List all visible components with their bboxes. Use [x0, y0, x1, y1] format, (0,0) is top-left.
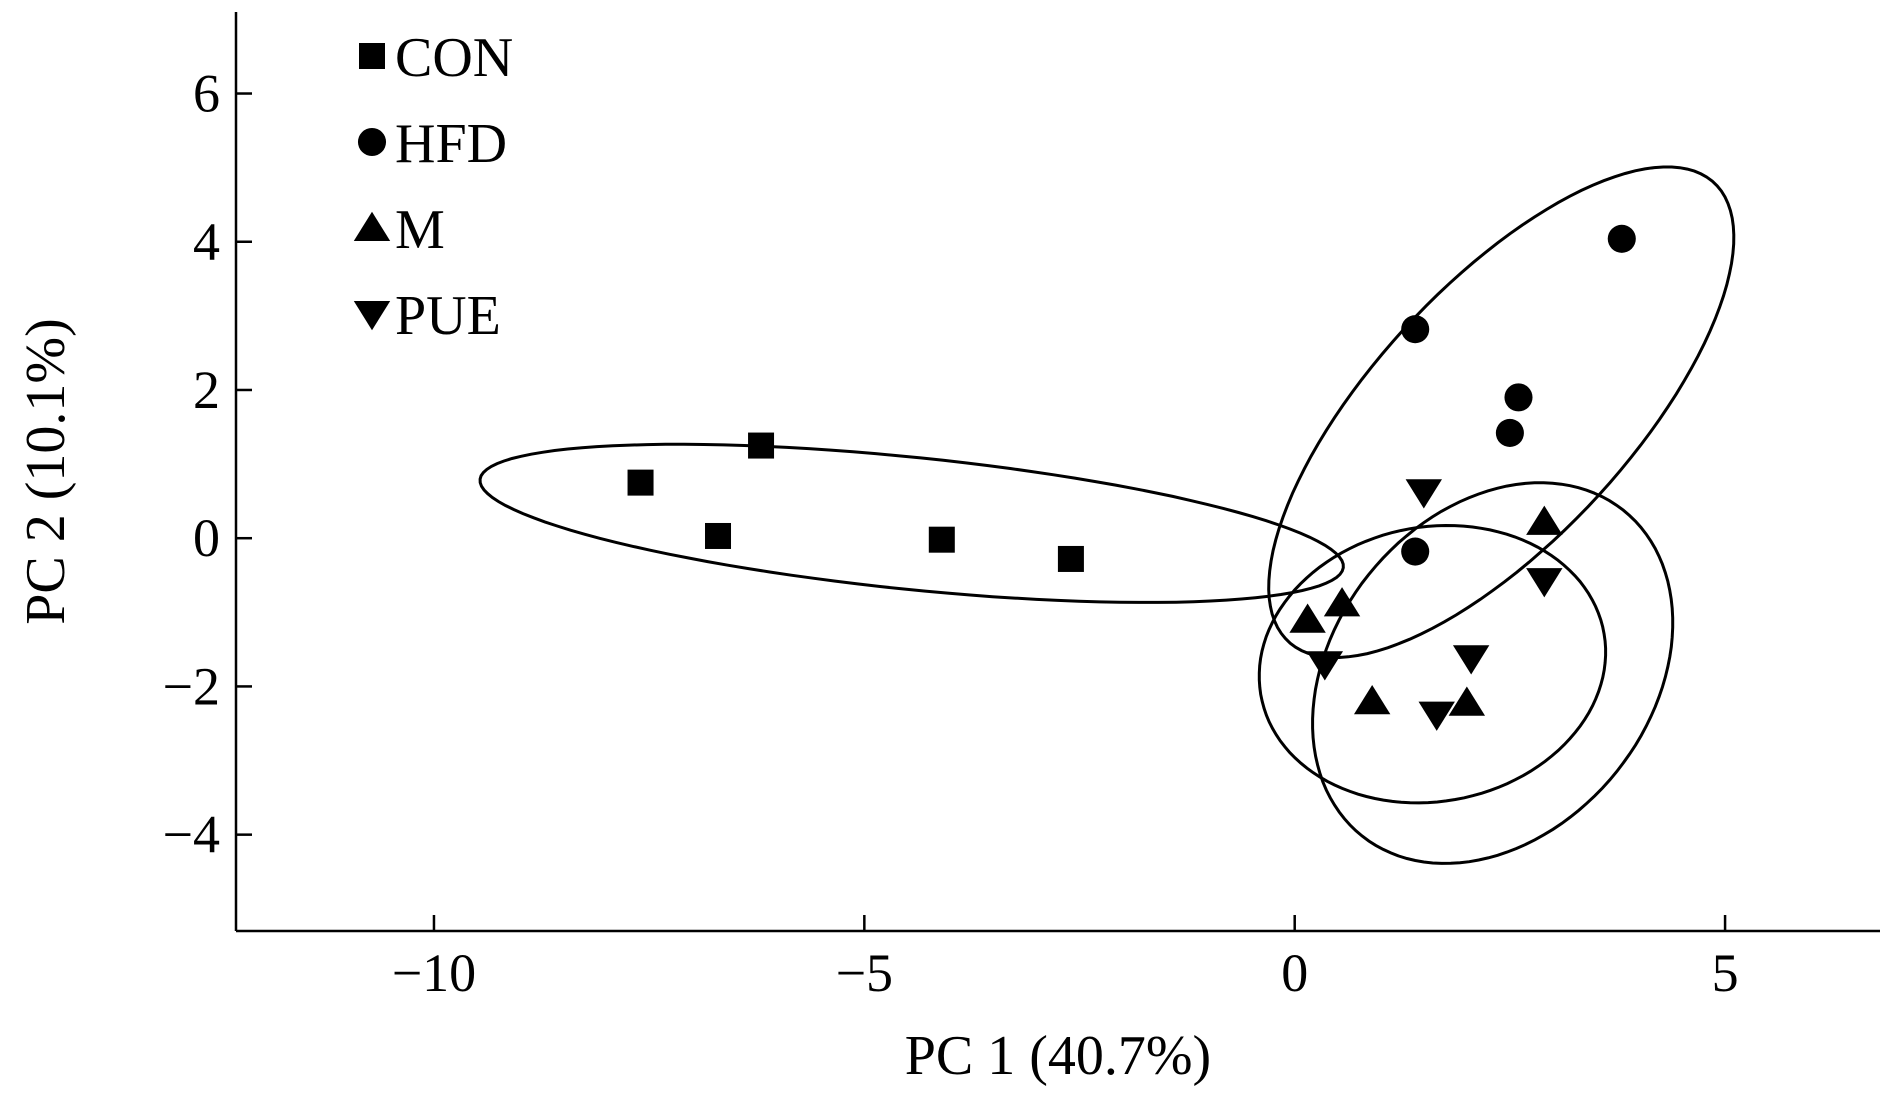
point-pue — [1526, 568, 1563, 598]
y-tick-label: −2 — [163, 656, 220, 716]
legend: CON HFD M PUE — [353, 27, 513, 347]
ellipse-hfd — [1267, 165, 1736, 660]
legend-marker-con — [359, 43, 385, 69]
x-tick-label: −10 — [392, 943, 476, 1003]
y-tick-label: 6 — [193, 64, 220, 124]
x-tick-label: 0 — [1281, 943, 1308, 1003]
legend-label-con: CON — [395, 27, 513, 89]
point-pue — [1418, 701, 1455, 731]
legend-marker-pue — [353, 301, 391, 331]
x-axis-title: PC 1 (40.7%) — [905, 1025, 1211, 1087]
y-tick-label: 2 — [193, 360, 220, 420]
point-hfd — [1401, 537, 1430, 566]
point-m — [1323, 587, 1361, 617]
y-tick-label: 0 — [193, 508, 220, 568]
ellipse-m — [1257, 523, 1608, 805]
data-points — [627, 224, 1636, 731]
legend-marker-m — [353, 211, 391, 241]
legend-marker-hfd — [357, 127, 387, 157]
legend-label-hfd: HFD — [395, 113, 507, 175]
point-pue — [1452, 645, 1490, 675]
point-con — [705, 522, 732, 549]
x-tick-label: 5 — [1712, 943, 1739, 1003]
point-hfd — [1401, 315, 1430, 344]
point-pue — [1306, 651, 1344, 681]
point-hfd — [1607, 224, 1636, 253]
legend-label-pue: PUE — [395, 285, 501, 347]
point-hfd — [1495, 418, 1524, 448]
point-m — [1353, 685, 1391, 715]
x-tick-label: −5 — [836, 943, 893, 1003]
confidence-ellipses — [478, 165, 1736, 865]
point-con — [627, 469, 654, 496]
point-pue — [1405, 479, 1443, 509]
ellipse-con — [478, 442, 1345, 604]
point-con — [748, 432, 775, 459]
point-m — [1526, 505, 1563, 535]
axes: −10 −5 0 5 −4 −2 0 2 4 6 — [163, 12, 1880, 1003]
legend-label-m: M — [395, 199, 445, 261]
y-tick-label: 4 — [193, 212, 220, 272]
ellipse-pue — [1311, 481, 1675, 865]
y-tick-label: −4 — [163, 805, 220, 865]
point-hfd — [1504, 383, 1533, 412]
point-m — [1289, 603, 1326, 633]
point-con — [928, 526, 955, 553]
point-con — [1057, 545, 1084, 572]
point-m — [1448, 686, 1486, 716]
y-axis-title: PC 2 (10.1%) — [15, 318, 77, 624]
